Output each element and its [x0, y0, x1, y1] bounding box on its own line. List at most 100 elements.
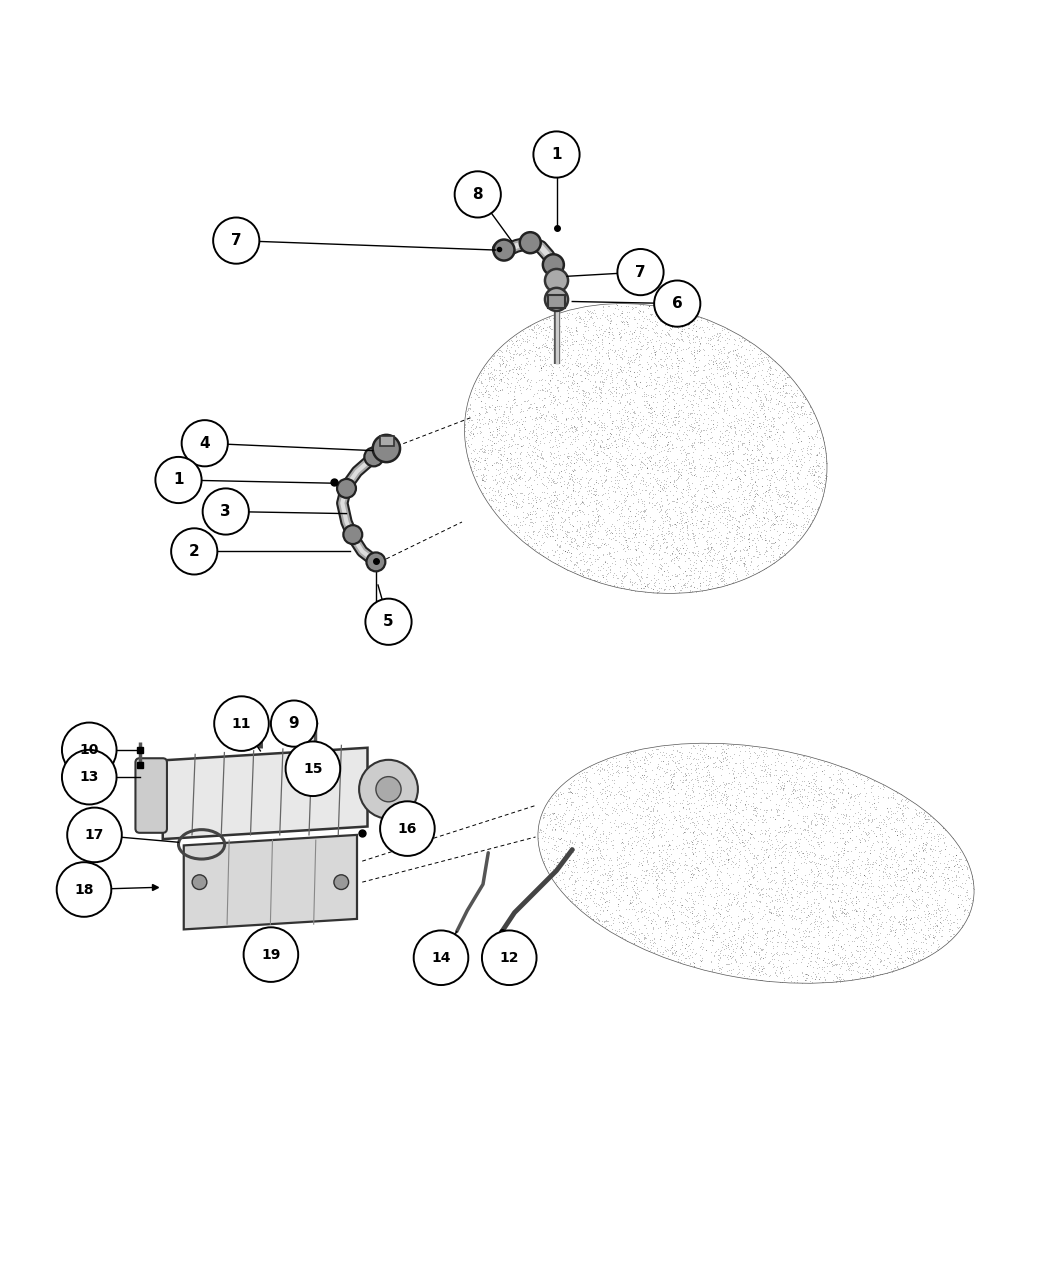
Point	[727, 796, 743, 816]
Point	[658, 435, 675, 455]
Point	[825, 935, 842, 955]
Point	[728, 951, 744, 972]
Point	[549, 411, 566, 431]
Point	[759, 833, 776, 853]
Point	[507, 340, 524, 361]
Point	[684, 839, 700, 859]
Point	[575, 518, 592, 538]
Point	[595, 499, 612, 519]
Point	[857, 938, 874, 959]
Point	[813, 436, 830, 456]
Point	[581, 547, 597, 567]
Point	[628, 425, 645, 445]
Point	[806, 771, 823, 792]
Point	[651, 534, 668, 555]
Point	[597, 833, 614, 853]
Point	[777, 367, 794, 388]
Point	[797, 829, 814, 849]
Point	[475, 464, 491, 484]
Point	[798, 820, 815, 840]
Point	[476, 459, 492, 479]
Point	[592, 496, 609, 516]
Point	[699, 492, 716, 513]
Point	[822, 961, 839, 982]
Point	[834, 779, 851, 799]
Point	[769, 783, 785, 803]
Point	[608, 295, 625, 315]
Point	[528, 413, 545, 434]
Point	[603, 472, 620, 492]
Point	[653, 558, 670, 579]
Point	[618, 391, 635, 412]
Point	[774, 960, 791, 980]
Point	[762, 414, 779, 435]
Point	[790, 463, 806, 483]
Point	[638, 564, 655, 584]
Point	[580, 362, 596, 382]
Point	[883, 941, 900, 961]
Point	[558, 409, 574, 430]
Point	[608, 317, 625, 338]
Point	[895, 952, 911, 973]
Point	[724, 921, 741, 941]
Point	[709, 360, 726, 380]
Point	[695, 323, 712, 343]
Point	[917, 834, 933, 854]
Point	[726, 514, 742, 534]
Point	[610, 344, 627, 365]
Point	[637, 476, 654, 496]
Point	[656, 882, 673, 903]
Point	[623, 817, 639, 838]
Point	[611, 756, 628, 776]
Point	[783, 496, 800, 516]
Point	[666, 764, 683, 784]
Point	[647, 510, 664, 530]
Point	[637, 761, 654, 782]
Point	[766, 890, 783, 910]
Point	[744, 796, 761, 816]
Point	[618, 867, 635, 887]
Point	[750, 831, 766, 852]
Point	[762, 421, 779, 441]
Point	[884, 921, 901, 941]
Point	[684, 842, 700, 862]
Point	[663, 348, 679, 368]
Point	[858, 917, 875, 937]
Point	[949, 862, 966, 882]
Point	[798, 894, 815, 914]
Point	[562, 324, 579, 344]
Point	[658, 490, 675, 510]
Point	[723, 450, 740, 470]
Point	[706, 507, 722, 528]
Point	[801, 479, 818, 500]
Point	[760, 952, 777, 973]
Point	[664, 905, 680, 926]
Point	[656, 572, 673, 593]
Point	[498, 463, 514, 483]
Point	[717, 780, 734, 801]
Point	[657, 354, 674, 375]
Point	[617, 550, 634, 570]
Point	[610, 518, 627, 538]
Point	[560, 421, 576, 441]
Point	[714, 492, 731, 513]
Point	[622, 550, 638, 570]
Circle shape	[543, 254, 564, 275]
Point	[729, 356, 746, 376]
Point	[915, 931, 931, 951]
Point	[543, 444, 560, 464]
Point	[824, 907, 841, 927]
Point	[724, 361, 741, 381]
Point	[559, 326, 575, 347]
Point	[653, 441, 670, 462]
Point	[686, 748, 702, 769]
Point	[811, 465, 827, 486]
Point	[848, 881, 865, 901]
Point	[586, 444, 603, 464]
Point	[659, 439, 676, 459]
Point	[609, 849, 626, 870]
Point	[607, 348, 624, 368]
Point	[554, 332, 571, 352]
Point	[676, 319, 693, 339]
Point	[584, 390, 601, 411]
